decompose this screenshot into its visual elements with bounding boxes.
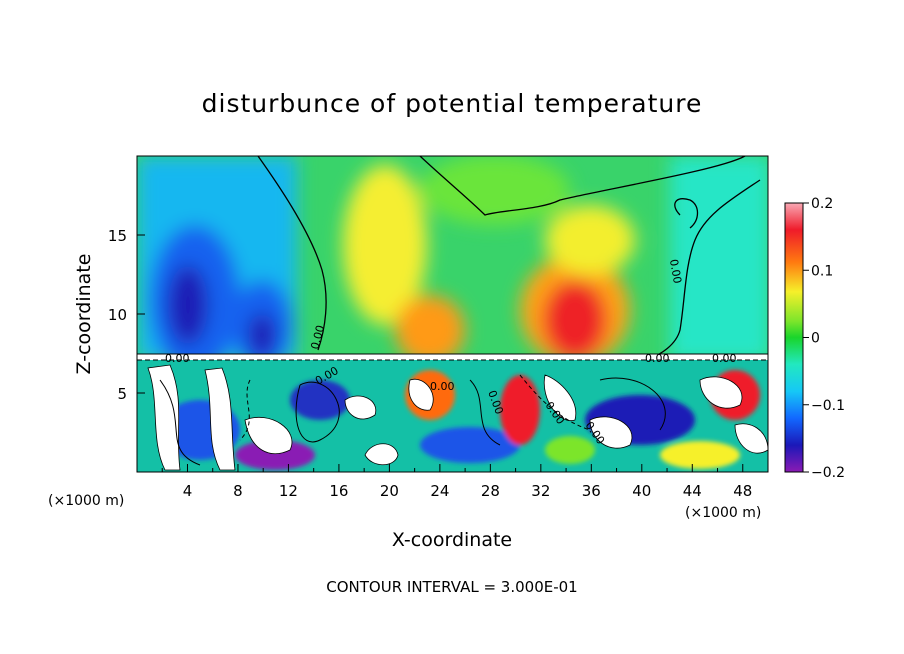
x-tick-label: 4 (183, 482, 193, 500)
x-tick-label: 44 (683, 482, 702, 500)
upper-field (137, 156, 768, 375)
x-tick-label: 8 (233, 482, 243, 500)
colorbar-tick-label: −0.2 (811, 465, 845, 481)
contour-label: 0.00 (667, 258, 684, 284)
colorbar: 0.2 0.1 0 −0.1 −0.2 (784, 196, 845, 481)
colorbar-gradient (784, 202, 804, 473)
y-tick-label: 15 (108, 227, 127, 245)
zero-contours (257, 156, 761, 359)
lower-field (137, 360, 768, 472)
colorbar-tick-label: 0.2 (811, 196, 833, 212)
x-unit-left: (×1000 m) (48, 493, 124, 509)
y-axis: 5 10 15 (108, 227, 145, 403)
x-unit-right: (×1000 m) (685, 505, 761, 521)
y-axis-label: Z-coordinate (73, 254, 95, 375)
plot-area: 0.00 0.00 0.00 0.00 0.00 0.00 0.00 0.00 … (137, 156, 768, 472)
colorbar-tick-label: 0 (811, 331, 820, 347)
x-axis: 4 8 12 16 20 24 28 32 36 40 44 48 (161, 464, 752, 500)
x-axis-label: X-coordinate (392, 529, 512, 551)
x-tick-label: 12 (279, 482, 298, 500)
contour-label: 0.00 (430, 380, 455, 393)
y-tick-label: 5 (117, 385, 127, 403)
x-tick-label: 20 (380, 482, 399, 500)
x-tick-label: 24 (430, 482, 449, 500)
contour-interval-note: CONTOUR INTERVAL = 3.000E-01 (326, 578, 577, 596)
colorbar-tick-label: −0.1 (811, 398, 845, 414)
contour-label: 0.00 (308, 324, 327, 351)
x-tick-label: 40 (632, 482, 651, 500)
contour-label: 0.00 (165, 352, 190, 365)
x-tick-label: 28 (481, 482, 500, 500)
x-tick-label: 48 (733, 482, 752, 500)
x-tick-label: 16 (329, 482, 348, 500)
x-tick-label: 32 (531, 482, 550, 500)
contour-label: 0.00 (712, 352, 737, 365)
y-tick-label: 10 (108, 306, 127, 324)
interface-band (137, 354, 768, 360)
colorbar-ticks: 0.2 0.1 0 −0.1 −0.2 (803, 196, 845, 481)
chart-title: disturbunce of potential temperature (202, 89, 703, 118)
contour-label: 0.00 (645, 352, 670, 365)
colorbar-tick-label: 0.1 (811, 263, 833, 279)
x-tick-label: 36 (582, 482, 601, 500)
